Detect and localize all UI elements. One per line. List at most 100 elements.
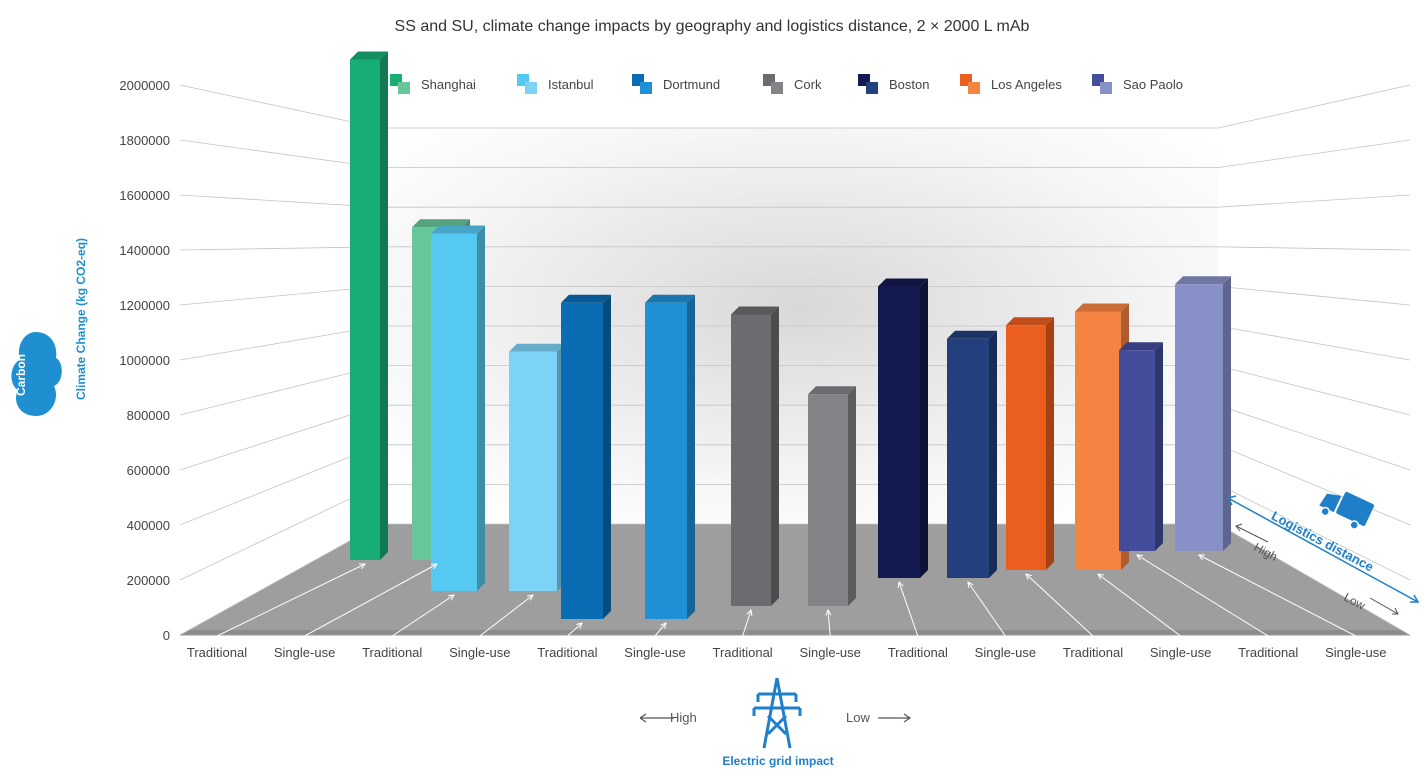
y-tick-label: 1400000 [119, 243, 170, 258]
y-tick-label: 0 [163, 628, 170, 643]
y-tick-label: 2000000 [119, 78, 170, 93]
x-tick-label: Traditional [537, 645, 597, 660]
y-gridline [179, 194, 1411, 208]
x-tick-label: Traditional [362, 645, 422, 660]
bar-los-angeles-single-use-top [1075, 303, 1129, 312]
x-label-pointer-head [358, 563, 366, 570]
bar-dortmund-traditional [561, 302, 603, 619]
logistics-annotation [1226, 495, 1420, 615]
x-label-pointer-head [527, 594, 534, 601]
legend-label: Sao Paolo [1123, 77, 1183, 92]
bar-los-angeles-traditional-side [1046, 317, 1054, 570]
x-tick-label: Single-use [799, 645, 860, 660]
legend-swatch [398, 82, 410, 94]
x-label-pointer [898, 581, 919, 637]
x-tick-label: Single-use [624, 645, 685, 660]
bar-cork-single-use [808, 394, 848, 606]
bar-los-angeles-traditional [1006, 325, 1046, 570]
x-label-pointer-head [897, 580, 904, 588]
x-tick-label: Single-use [449, 645, 510, 660]
legend-swatch [866, 82, 878, 94]
legend-swatch [771, 82, 783, 94]
x-label-pointer-head [1136, 554, 1144, 561]
bar-cork-traditional [731, 314, 771, 606]
bar-istanbul-traditional-side [477, 225, 485, 591]
x-label-pointer-head [1025, 573, 1032, 580]
bar-boston-traditional-side [920, 278, 928, 578]
bar-boston-single-use [947, 338, 989, 578]
y-tick-label: 1800000 [119, 133, 170, 148]
y-gridline [179, 444, 1411, 526]
y-gridline [179, 404, 1411, 471]
y-gridline [179, 84, 1411, 129]
floor-edge [180, 630, 1410, 635]
legend-swatch [968, 82, 980, 94]
x-tick-label: Single-use [274, 645, 335, 660]
legend-label: Istanbul [548, 77, 594, 92]
power-tower-icon [640, 677, 912, 749]
x-tick-label: Single-use [1150, 645, 1211, 660]
x-label-pointer-head [746, 608, 753, 616]
x-label-pointer [304, 563, 438, 637]
bar-cork-traditional-side [771, 306, 779, 606]
y-gridline [179, 365, 1411, 416]
legend-label: Cork [794, 77, 822, 92]
bar-los-angeles-single-use [1075, 311, 1121, 570]
y-tick-label: 1200000 [119, 298, 170, 313]
bar-cork-single-use-side [848, 386, 856, 606]
x-label-pointer-head [967, 581, 974, 588]
bar-shanghai-traditional [350, 59, 380, 560]
bar-cork-traditional-top [731, 306, 779, 315]
x-label-pointer [216, 563, 366, 637]
x-label-pointer-head [1097, 573, 1104, 580]
bar-dortmund-traditional-side [603, 294, 611, 619]
legend-label: Los Angeles [991, 77, 1062, 92]
x-label-pointer [391, 594, 455, 637]
x-label-pointer [967, 581, 1006, 637]
y-tick-label: 200000 [127, 573, 170, 588]
bar-cork-single-use-top [808, 386, 856, 395]
y-tick-label: 800000 [127, 408, 170, 423]
bar-shanghai-traditional-top [350, 51, 388, 60]
x-tick-label: Traditional [712, 645, 772, 660]
y-tick-label: 1000000 [119, 353, 170, 368]
x-label-pointer [1097, 573, 1181, 637]
bar-sao-paolo-traditional-top [1119, 342, 1163, 351]
y-gridline [179, 483, 1411, 581]
chart-title: SS and SU, climate change impacts by geo… [394, 18, 1030, 35]
legend-label: Shanghai [421, 77, 476, 92]
bar-dortmund-single-use-side [687, 294, 695, 619]
bar-shanghai-single-use-top [412, 219, 470, 228]
y-gridline [179, 246, 1411, 251]
bar-sao-paolo-single-use [1175, 284, 1223, 551]
x-tick-label: Traditional [888, 645, 948, 660]
electric-grid-label: Electric grid impact [722, 754, 834, 768]
x-label-pointer [1136, 554, 1269, 637]
x-label-pointer-head [447, 594, 455, 601]
x-label-pointer-head [825, 608, 832, 616]
legend-swatch [525, 82, 537, 94]
bar-boston-traditional-top [878, 278, 928, 287]
x-label-pointer-head [1198, 554, 1205, 561]
carbon-cloud-icon [11, 332, 62, 416]
legend-label: Dortmund [663, 77, 720, 92]
bar-dortmund-single-use [645, 302, 687, 619]
bar-istanbul-traditional [431, 233, 477, 591]
bar-boston-traditional [878, 286, 920, 578]
y-tick-label: 600000 [127, 463, 170, 478]
bar-sao-paolo-single-use-side [1223, 276, 1231, 551]
bar-sao-paolo-traditional-side [1155, 342, 1163, 551]
bar-boston-single-use-top [947, 330, 997, 339]
x-tick-label: Traditional [187, 645, 247, 660]
y-gridline [179, 523, 1411, 636]
x-tick-label: Traditional [1238, 645, 1298, 660]
bar-sao-paolo-traditional [1119, 350, 1155, 551]
bar-dortmund-traditional-top [561, 294, 611, 303]
legend-label: Boston [889, 77, 929, 92]
bar-dortmund-single-use-top [645, 294, 695, 303]
x-label-pointer [654, 622, 667, 637]
x-tick-label: Single-use [975, 645, 1036, 660]
bar-istanbul-single-use-top [509, 343, 565, 352]
legend-swatch [1100, 82, 1112, 94]
